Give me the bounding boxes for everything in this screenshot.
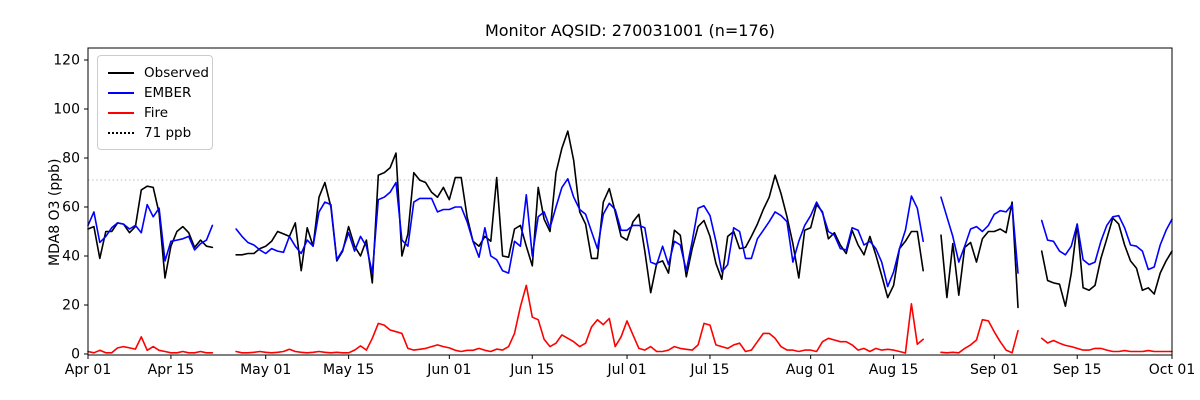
ember-line-swatch — [108, 92, 134, 94]
axes-spines — [87, 47, 1173, 356]
x-tick-label: Sep 01 — [970, 362, 1019, 378]
legend: Observed EMBER Fire 71 ppb — [97, 55, 213, 150]
legend-label-ember: EMBER — [144, 85, 192, 101]
legend-item-ember: EMBER — [108, 83, 202, 103]
series-line-observed — [940, 201, 1019, 309]
y-axis-label: MDA8 O3 (ppb) — [47, 158, 63, 266]
legend-item-observed: Observed — [108, 63, 209, 83]
series-line-ember — [940, 196, 1019, 274]
observed-line-swatch — [108, 72, 134, 74]
x-tick-label: Jun 15 — [509, 362, 554, 378]
x-tick-label: Jun 01 — [426, 362, 471, 378]
series-line-observed — [235, 130, 925, 299]
series-line-ember — [87, 203, 214, 262]
x-tick-label: Apr 01 — [65, 362, 111, 378]
series-line-ember — [1040, 214, 1173, 271]
series-line-fire — [940, 318, 1019, 354]
legend-label-threshold: 71 ppb — [144, 125, 192, 141]
y-tick-label: 0 — [71, 346, 80, 362]
fire-line-swatch — [108, 112, 134, 114]
y-tick-label: 40 — [62, 248, 80, 264]
y-tick-label: 100 — [53, 102, 80, 118]
x-tick-label: Aug 01 — [786, 362, 836, 378]
x-tick-label: Jul 01 — [606, 362, 646, 378]
x-tick-label: May 01 — [240, 362, 291, 378]
series-line-fire — [235, 284, 925, 354]
series-line-fire — [87, 335, 214, 354]
y-tick-label: 60 — [62, 200, 80, 216]
legend-item-threshold: 71 ppb — [108, 123, 202, 143]
series-line-observed — [87, 185, 214, 279]
x-tick-label: May 15 — [323, 362, 374, 378]
y-tick-label: 80 — [62, 151, 80, 167]
series-line-observed — [1040, 217, 1173, 308]
x-tick-label: Jul 15 — [689, 362, 729, 378]
x-tick-label: Oct 01 — [1149, 362, 1195, 378]
legend-label-fire: Fire — [144, 105, 169, 121]
series-line-ember — [235, 178, 925, 288]
x-tick-label: Aug 15 — [869, 362, 919, 378]
chart-title: Monitor AQSID: 270031001 (n=176) — [484, 21, 776, 40]
legend-item-fire: Fire — [108, 103, 202, 123]
y-tick-label: 120 — [53, 53, 80, 69]
y-tick-label: 20 — [62, 297, 80, 313]
x-tick-label: Apr 15 — [148, 362, 194, 378]
series-line-fire — [1040, 337, 1173, 353]
x-tick-label: Sep 15 — [1053, 362, 1102, 378]
threshold-line-swatch — [108, 132, 134, 134]
legend-label-observed: Observed — [144, 65, 209, 81]
